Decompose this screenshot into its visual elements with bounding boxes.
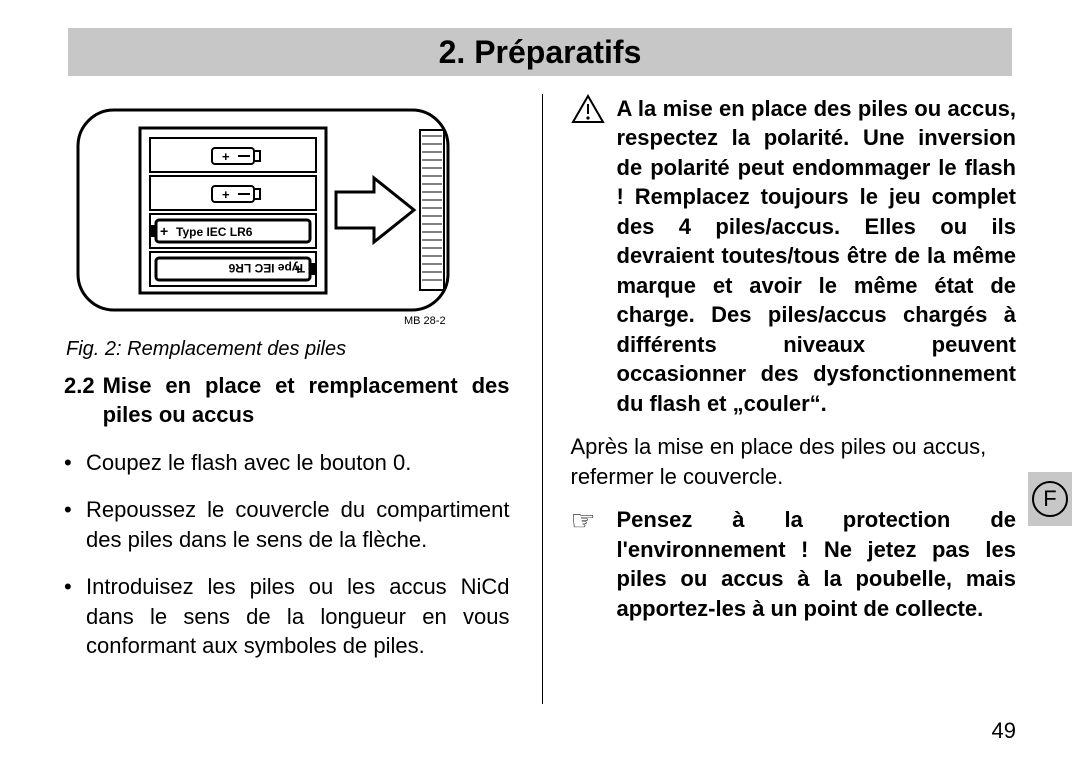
warning-block: A la mise en place des piles ou accus, r… — [571, 94, 1017, 418]
list-item: Introduisez les piles ou les accus NiCd … — [86, 572, 510, 660]
language-tab-letter: F — [1032, 481, 1068, 517]
warning-text: A la mise en place des piles ou accus, r… — [617, 94, 1017, 418]
chapter-title: 2. Préparatifs — [439, 34, 642, 71]
left-column: + + + Type IEC LR6 Type IE — [64, 94, 512, 704]
svg-text:+: + — [294, 261, 302, 277]
manual-page: 2. Préparatifs + — [0, 0, 1080, 764]
svg-text:MB 28-2: MB 28-2 — [404, 315, 446, 327]
warning-icon — [571, 94, 607, 418]
instruction-list: Coupez le flash avec le bouton 0. Repous… — [64, 448, 510, 661]
environment-text: Pensez à la protection de l'environnemen… — [617, 505, 1017, 623]
list-item: Coupez le flash avec le bouton 0. — [86, 448, 510, 477]
subheading-number: 2.2 — [64, 371, 95, 430]
content-columns: + + + Type IEC LR6 Type IE — [64, 94, 1016, 704]
pointing-hand-icon: ☞ — [571, 505, 607, 623]
subheading-text: Mise en place et remplacement des piles … — [103, 371, 510, 430]
figure-battery-replacement: + + + Type IEC LR6 Type IE — [64, 100, 510, 330]
svg-text:+: + — [160, 223, 168, 239]
list-item: Repoussez le couvercle du compartiment d… — [86, 495, 510, 554]
chapter-title-bar: 2. Préparatifs — [68, 28, 1012, 76]
battery-diagram: + + + Type IEC LR6 Type IE — [64, 100, 462, 330]
language-tab: F — [1028, 472, 1072, 526]
svg-text:Type IEC LR6: Type IEC LR6 — [176, 225, 253, 239]
figure-caption: Fig. 2: Remplacement des piles — [66, 336, 510, 363]
after-warning-paragraph: Après la mise en place des piles ou accu… — [571, 432, 1017, 491]
svg-text:+: + — [222, 187, 230, 202]
subheading-2-2: 2.2 Mise en place et remplacement des pi… — [64, 371, 510, 430]
svg-text:+: + — [222, 149, 230, 164]
page-number: 49 — [992, 718, 1016, 744]
environment-block: ☞ Pensez à la protection de l'environnem… — [571, 505, 1017, 623]
right-column: A la mise en place des piles ou accus, r… — [542, 94, 1017, 704]
